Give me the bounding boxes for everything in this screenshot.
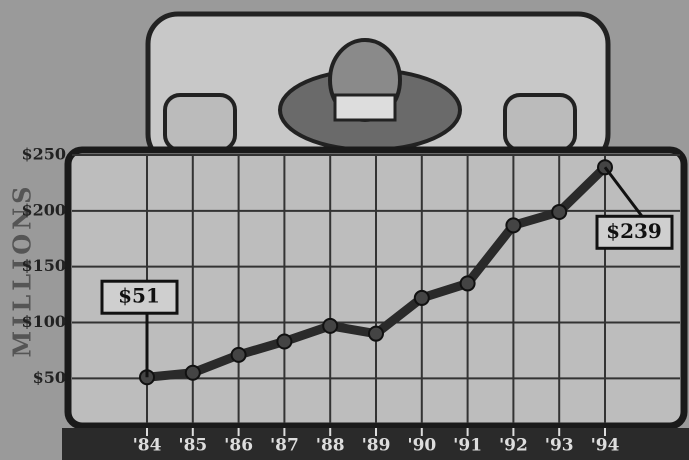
point — [186, 366, 200, 380]
point — [415, 291, 429, 305]
y-tick-label: $50 — [33, 368, 66, 387]
y-tick-label: $100 — [21, 312, 66, 331]
mouth — [335, 95, 395, 120]
point — [369, 327, 383, 341]
x-tick-label: '91 — [453, 436, 482, 456]
x-tick-label: '85 — [178, 436, 207, 456]
point — [232, 348, 246, 362]
x-tick-label: '94 — [591, 436, 620, 456]
x-tick-label: '92 — [499, 436, 528, 456]
cartoon — [148, 14, 608, 164]
y-tick-label: $150 — [21, 256, 66, 275]
x-tick-label: '88 — [316, 436, 345, 456]
value-label: $51 — [118, 284, 160, 308]
point — [277, 334, 291, 348]
point — [461, 276, 475, 290]
point — [323, 319, 337, 333]
hand-right — [505, 95, 575, 150]
x-tick-label: '90 — [407, 436, 436, 456]
y-tick-label: $250 — [21, 145, 66, 164]
x-tick-label: '86 — [224, 436, 253, 456]
hand-left — [165, 95, 235, 150]
chart: MILLIONS $51$239 $50$100$150$200$250'84'… — [0, 0, 689, 460]
x-tick-label: '87 — [270, 436, 299, 456]
y-tick-label: $200 — [21, 200, 66, 219]
value-label: $239 — [606, 219, 662, 243]
x-tick-label: '93 — [545, 436, 574, 456]
point — [506, 218, 520, 232]
x-tick-label: '84 — [133, 436, 162, 456]
point — [552, 205, 566, 219]
x-tick-label: '89 — [362, 436, 391, 456]
